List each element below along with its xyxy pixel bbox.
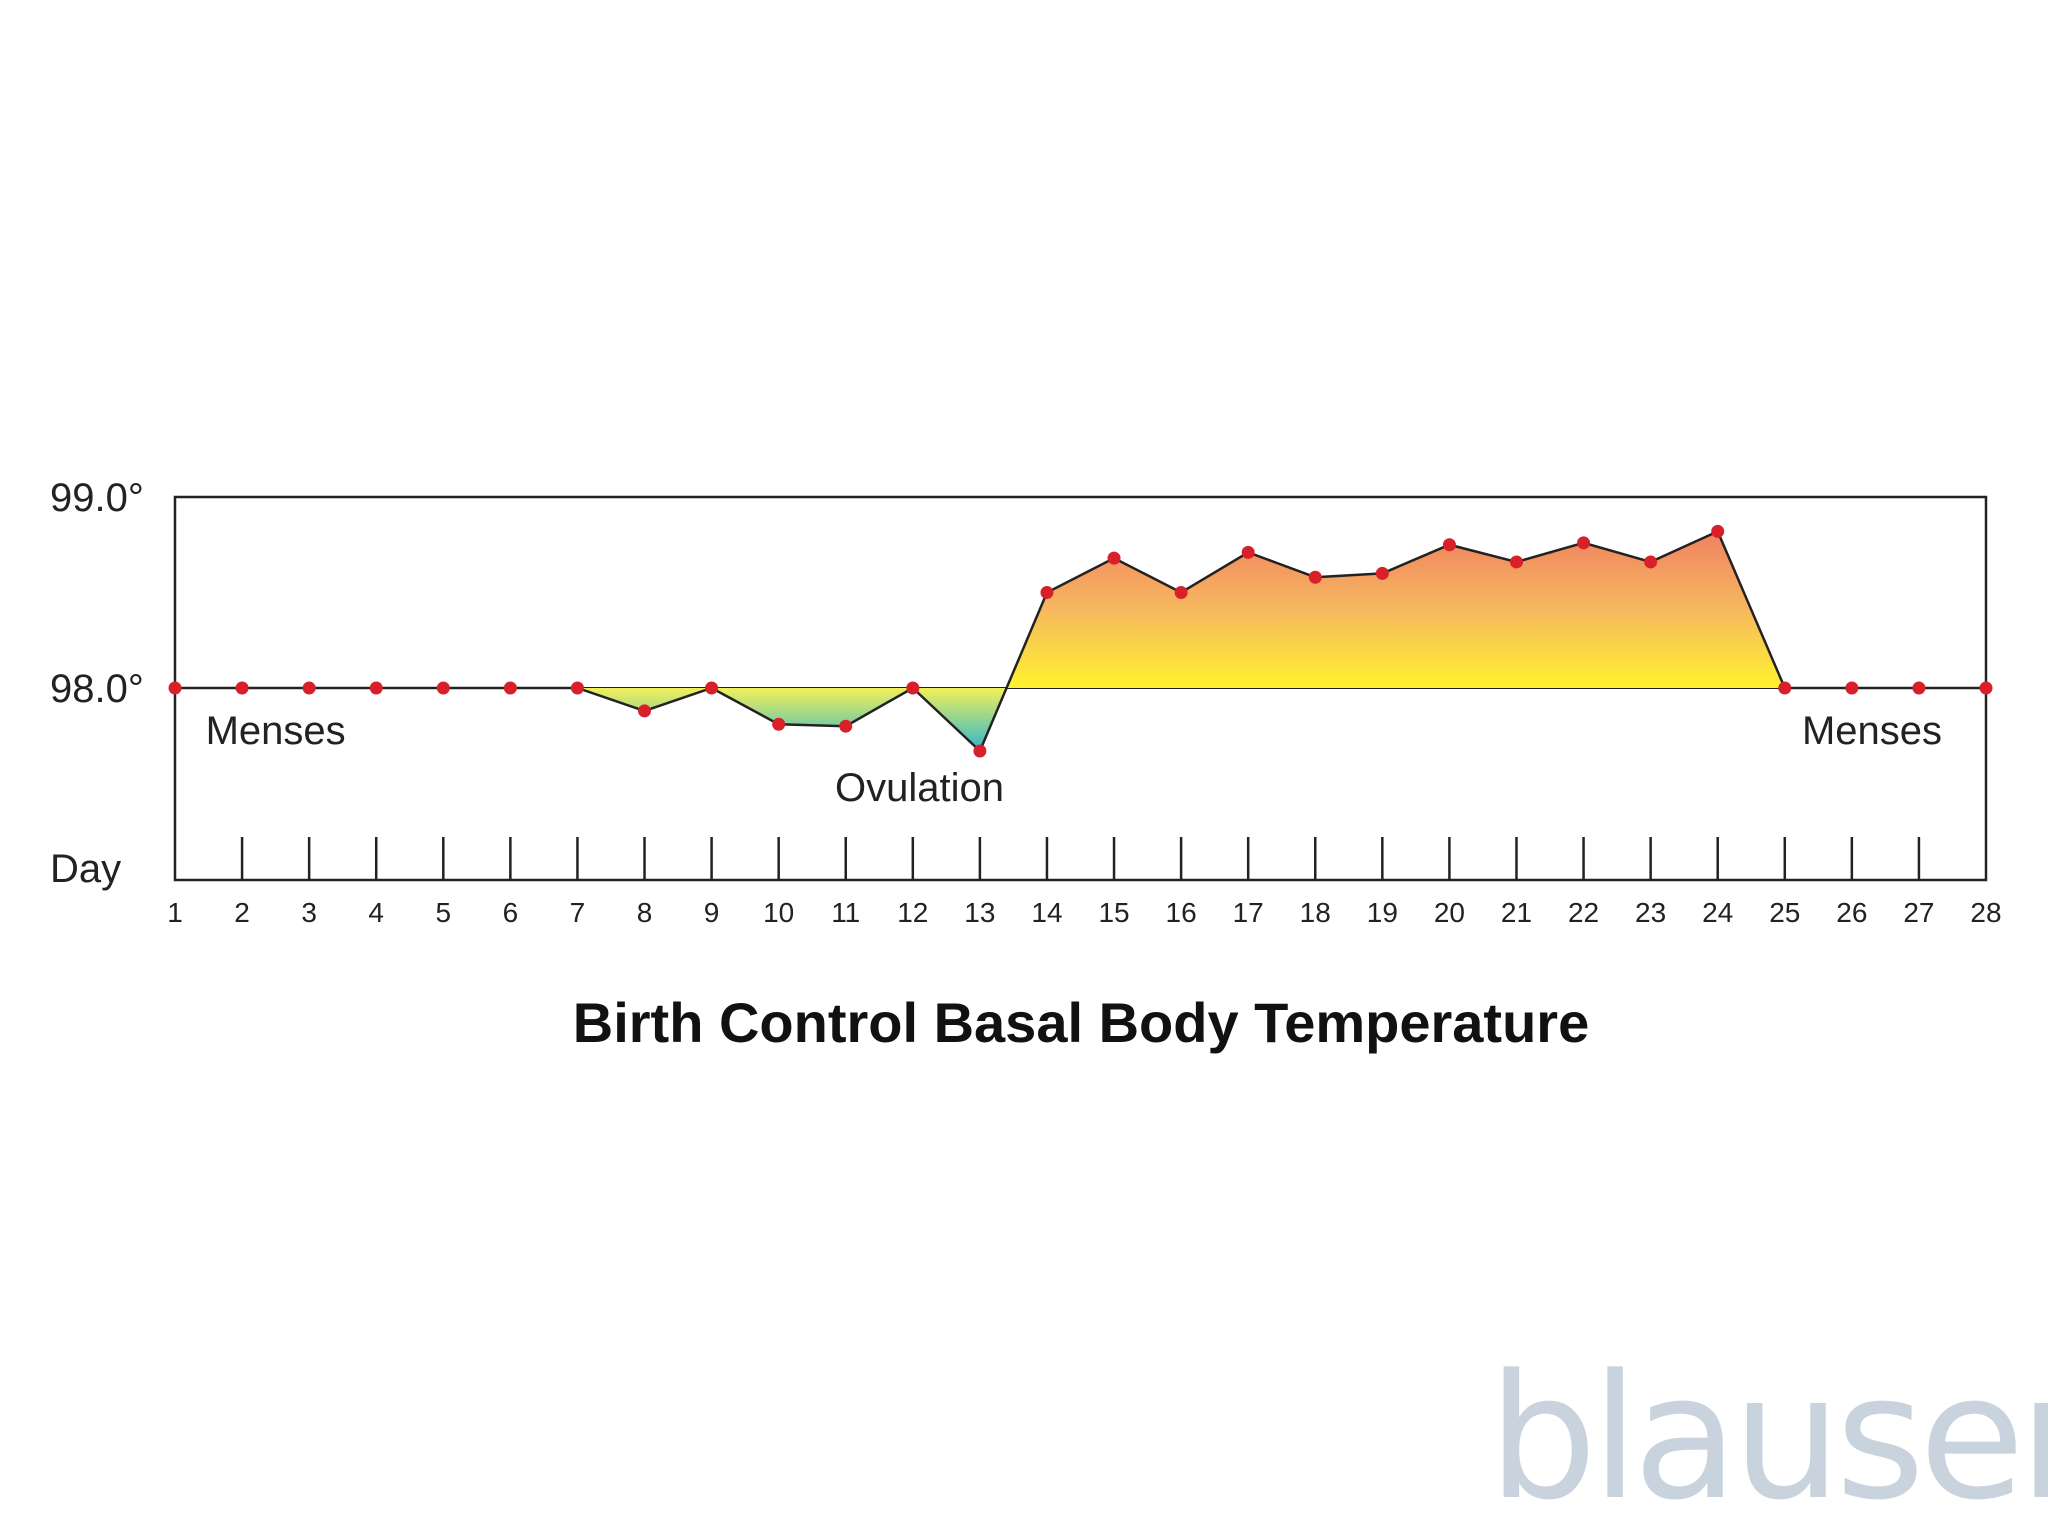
x-tick-label: 19 bbox=[1367, 897, 1398, 928]
x-tick-label: 26 bbox=[1836, 897, 1867, 928]
data-point bbox=[1107, 551, 1121, 565]
data-point bbox=[906, 681, 920, 695]
area-below-baseline bbox=[175, 688, 1986, 752]
data-point bbox=[1711, 524, 1725, 538]
data-point bbox=[973, 744, 987, 758]
x-tick-label: 11 bbox=[831, 897, 860, 928]
x-tick-label: 5 bbox=[436, 897, 452, 928]
x-tick-label: 3 bbox=[301, 897, 317, 928]
x-tick-label: 14 bbox=[1031, 897, 1062, 928]
data-point bbox=[1040, 586, 1054, 599]
x-tick-label: 10 bbox=[763, 897, 794, 928]
x-tick-label: 7 bbox=[570, 897, 586, 928]
data-point bbox=[705, 681, 719, 695]
y-axis-labels: 98.0° 99.0° bbox=[50, 476, 144, 711]
x-tick-label: 8 bbox=[637, 897, 653, 928]
chart-title: Birth Control Basal Body Temperature bbox=[573, 991, 1589, 1054]
x-tick-label: 6 bbox=[503, 897, 519, 928]
data-point bbox=[235, 681, 249, 695]
data-point bbox=[369, 681, 383, 695]
blausen-watermark: blausen bbox=[1488, 1337, 2048, 1536]
temperature-series-line bbox=[175, 529, 1986, 754]
data-point bbox=[1174, 586, 1188, 599]
x-tick-label: 25 bbox=[1769, 897, 1800, 928]
x-tick-label: 2 bbox=[234, 897, 250, 928]
data-point bbox=[1644, 555, 1658, 569]
data-point bbox=[1845, 681, 1859, 695]
x-axis-label: Day bbox=[50, 847, 121, 891]
x-tick-label: 12 bbox=[897, 897, 928, 928]
annotation-label: Menses bbox=[1802, 709, 1942, 753]
x-tick-label: 21 bbox=[1501, 897, 1532, 928]
annotations: Menses Ovulation Menses bbox=[206, 709, 1942, 810]
x-tick-label: 4 bbox=[368, 897, 384, 928]
data-point bbox=[638, 704, 652, 718]
data-point bbox=[1375, 566, 1389, 580]
data-point bbox=[570, 681, 584, 695]
x-tick-label: 16 bbox=[1166, 897, 1197, 928]
annotation-label: Ovulation bbox=[835, 766, 1004, 810]
x-tick-label: 22 bbox=[1568, 897, 1599, 928]
data-point bbox=[772, 717, 786, 731]
data-point bbox=[1979, 681, 1993, 695]
x-tick-label: 17 bbox=[1233, 897, 1264, 928]
data-point bbox=[1912, 681, 1926, 695]
x-tick-label: 23 bbox=[1635, 897, 1666, 928]
data-point bbox=[1241, 545, 1255, 559]
temperature-line bbox=[175, 529, 1986, 754]
temperature-points bbox=[168, 524, 1993, 758]
x-tick-label: 15 bbox=[1098, 897, 1129, 928]
data-point bbox=[168, 681, 182, 695]
x-tick-label: 9 bbox=[704, 897, 720, 928]
data-point bbox=[839, 719, 853, 733]
x-tick-labels: 1 2 3 4 5 6 7 8 9 10 11 12 13 14 15 16 17 18 19 20 21 22 23 24 2… bbox=[167, 897, 2001, 928]
x-tick-label: 27 bbox=[1903, 897, 1934, 928]
data-point bbox=[1577, 536, 1591, 550]
y-tick-label: 98.0° bbox=[50, 667, 144, 711]
annotation-label: Menses bbox=[206, 709, 346, 753]
x-tick-label: 28 bbox=[1970, 897, 2001, 928]
data-point bbox=[1442, 538, 1456, 552]
data-point bbox=[1778, 681, 1792, 695]
data-point bbox=[1509, 555, 1523, 569]
area-fills bbox=[175, 531, 1986, 752]
x-tick-label: 13 bbox=[964, 897, 995, 928]
y-tick-label: 99.0° bbox=[50, 476, 144, 520]
data-point bbox=[436, 681, 450, 695]
x-tick-label: 1 bbox=[167, 897, 183, 928]
x-tick-label: 18 bbox=[1300, 897, 1331, 928]
data-point bbox=[1308, 570, 1322, 584]
area-above-baseline bbox=[175, 531, 1986, 688]
day-ticks bbox=[240, 837, 1921, 880]
data-point bbox=[302, 681, 316, 695]
data-point bbox=[503, 681, 517, 695]
x-tick-label: 20 bbox=[1434, 897, 1465, 928]
x-tick-label: 24 bbox=[1702, 897, 1733, 928]
